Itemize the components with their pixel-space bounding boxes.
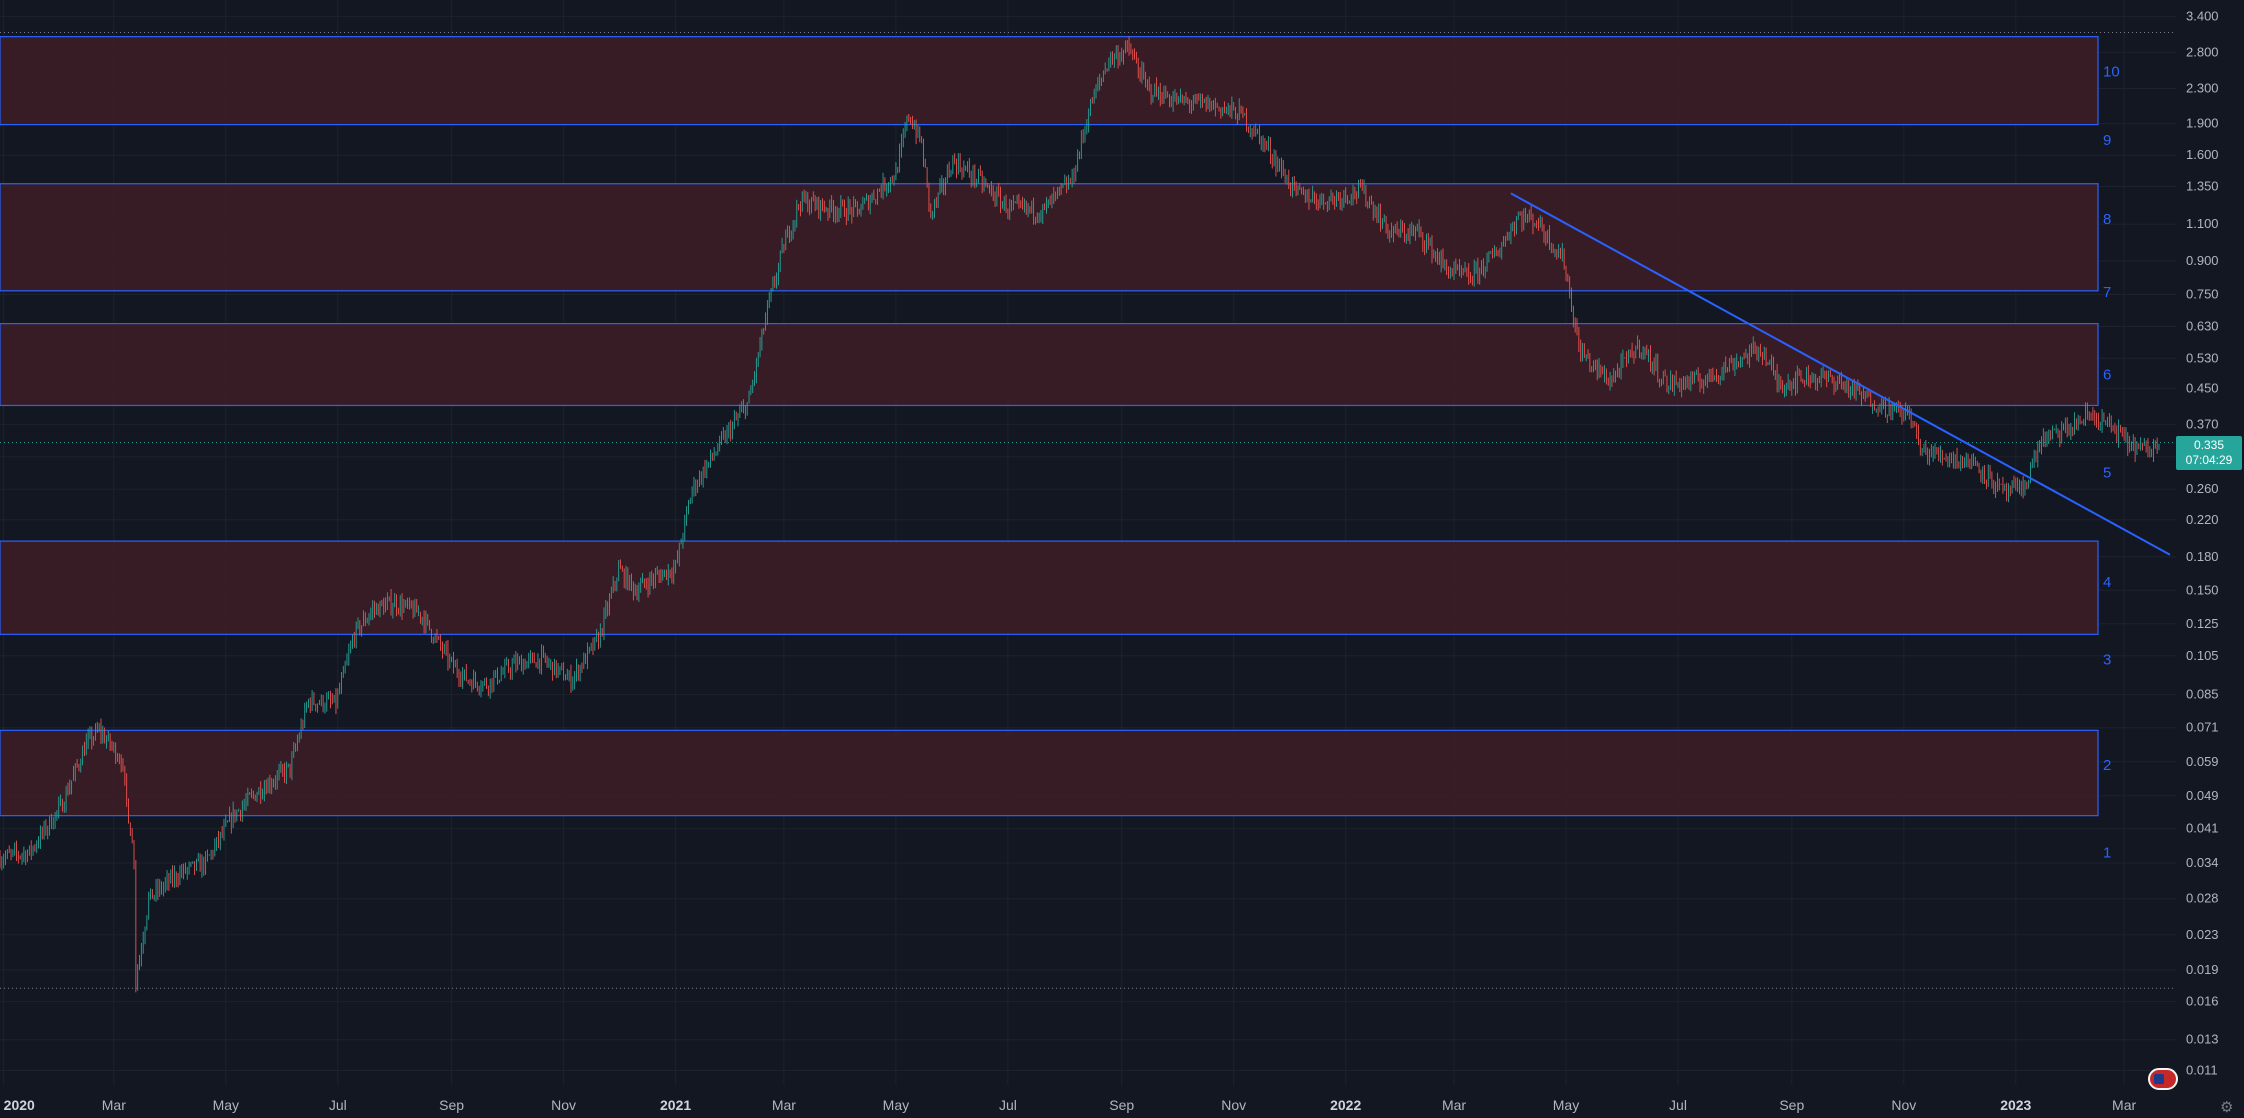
time-tick-label: Mar — [772, 1097, 796, 1113]
time-tick-label: Nov — [551, 1097, 576, 1113]
time-tick-label: Mar — [102, 1097, 126, 1113]
reference-lines — [0, 31, 2176, 989]
price-tick-label: 2.800 — [2186, 44, 2219, 59]
price-tick-label: 0.260 — [2186, 481, 2219, 496]
resistance-zone — [0, 183, 2099, 292]
price-tick-label: 1.100 — [2186, 216, 2219, 231]
time-tick-label: 2021 — [660, 1097, 691, 1113]
time-tick-label: Sep — [1779, 1097, 1804, 1113]
price-tick-label: 0.013 — [2186, 1032, 2219, 1047]
price-tick-label: 0.450 — [2186, 380, 2219, 395]
price-tick-label: 0.085 — [2186, 687, 2219, 702]
candle-countdown: 07:04:29 — [2185, 453, 2233, 467]
price-tick-label: 0.016 — [2186, 994, 2219, 1009]
price-tick-label: 0.900 — [2186, 253, 2219, 268]
price-axis[interactable]: 3.400 2.800 2.300 1.900 1.600 1.350 1.100 0.900… — [2186, 9, 2219, 1078]
time-tick-label: 2022 — [1330, 1097, 1361, 1113]
zone-labels: 10 9 8 7 6 5 4 3 2 1 — [2103, 64, 2120, 862]
price-tick-label: 0.530 — [2186, 350, 2219, 365]
price-tick-label: 0.028 — [2186, 891, 2219, 906]
time-tick-label: Nov — [1221, 1097, 1246, 1113]
trendline — [1510, 192, 2171, 556]
price-tick-label: 0.180 — [2186, 549, 2219, 564]
gear-icon[interactable]: ⚙ — [2220, 1098, 2234, 1116]
time-tick-label: Jul — [999, 1097, 1017, 1113]
zone-label: 2 — [2103, 757, 2111, 774]
price-tick-label: 0.059 — [2186, 754, 2219, 769]
zone-label: 4 — [2103, 574, 2111, 591]
resistance-zones — [0, 36, 2099, 817]
time-tick-label: May — [883, 1097, 909, 1113]
us-flag-icon[interactable] — [2148, 1068, 2178, 1090]
zone-label: 10 — [2103, 64, 2120, 81]
price-tick-label: 0.105 — [2186, 648, 2219, 663]
price-tick-label: 3.400 — [2186, 9, 2219, 24]
time-tick-label: Mar — [1442, 1097, 1466, 1113]
zone-label: 1 — [2103, 845, 2111, 862]
price-tick-label: 0.370 — [2186, 416, 2219, 431]
zone-label: 7 — [2103, 284, 2111, 301]
zone-label: 5 — [2103, 464, 2111, 481]
time-tick-label: Sep — [439, 1097, 464, 1113]
resistance-zone — [0, 729, 2099, 817]
price-tick-label: 1.350 — [2186, 178, 2219, 193]
price-tick-label: 0.011 — [2186, 1062, 2218, 1077]
trendline-group[interactable] — [1510, 192, 2171, 556]
time-tick-label: Mar — [2112, 1097, 2136, 1113]
price-tick-label: 0.220 — [2186, 512, 2219, 527]
price-tick-label: 0.023 — [2186, 927, 2219, 942]
time-tick-label: 2023 — [2000, 1097, 2031, 1113]
price-tick-label: 0.750 — [2186, 286, 2219, 301]
current-price: 0.335 — [2193, 438, 2225, 452]
current-price-badge: 0.335 07:04:29 — [2176, 436, 2242, 470]
time-axis[interactable]: 2020 Mar May Jul Sep Nov 2021 Mar May Jul Sep Nov 20… — [4, 1097, 2137, 1113]
time-tick-label: 2020 — [4, 1097, 35, 1113]
time-tick-label: Sep — [1109, 1097, 1134, 1113]
zone-label: 6 — [2103, 367, 2111, 384]
zone-label: 8 — [2103, 211, 2111, 228]
price-tick-label: 0.071 — [2186, 720, 2219, 735]
time-tick-label: May — [1553, 1097, 1579, 1113]
resistance-zone — [0, 323, 2099, 407]
time-tick-label: Jul — [329, 1097, 347, 1113]
time-tick-label: May — [213, 1097, 239, 1113]
zone-label: 9 — [2103, 132, 2111, 149]
price-tick-label: 0.019 — [2186, 962, 2219, 977]
time-tick-label: Nov — [1891, 1097, 1916, 1113]
price-tick-label: 1.600 — [2186, 147, 2219, 162]
time-tick-label: Jul — [1669, 1097, 1687, 1113]
price-tick-label: 2.300 — [2186, 81, 2219, 96]
price-tick-label: 0.034 — [2186, 855, 2219, 870]
price-tick-label: 0.041 — [2186, 821, 2219, 836]
candles — [0, 36, 2160, 993]
zone-label: 3 — [2103, 651, 2111, 668]
price-tick-label: 0.049 — [2186, 788, 2219, 803]
price-tick-label: 0.630 — [2186, 319, 2219, 334]
price-tick-label: 1.900 — [2186, 116, 2219, 131]
resistance-zone — [0, 36, 2099, 126]
price-tick-label: 0.150 — [2186, 582, 2219, 597]
resistance-zone — [0, 540, 2099, 635]
price-tick-label: 0.125 — [2186, 616, 2219, 631]
